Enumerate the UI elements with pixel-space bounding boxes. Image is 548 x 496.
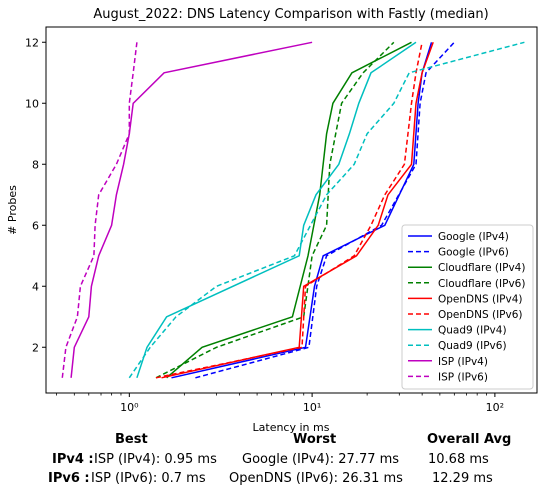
legend-box: [401, 224, 534, 390]
x-tick-label-0: 10⁰: [120, 401, 139, 414]
series-line-1: [195, 41, 455, 379]
summary-header-avg: Overall Avg: [427, 432, 512, 447]
summary-row-ipv4-label: IPv4 :: [52, 452, 94, 467]
x-tick-label-1: 10¹: [303, 401, 321, 414]
summary-row-ipv6-label: IPv6 :: [48, 471, 90, 486]
legend-entry-2: Cloudflare (IPv4): [438, 262, 525, 274]
y-tick-label-2: 6: [32, 219, 39, 232]
legend-entry-6: Quad9 (IPv4): [438, 325, 507, 337]
series-line-9: [61, 42, 138, 378]
summary-header-best: Best: [115, 432, 148, 447]
legend-entry-3: Cloudflare (IPv6): [438, 278, 525, 290]
series-line-0: [171, 42, 433, 379]
series-line-4: [161, 42, 434, 379]
legend-entry-0: Google (IPv4): [438, 231, 509, 243]
dns-latency-chart: August_2022: DNS Latency Comparison with…: [6, 7, 538, 434]
y-tick-label-3: 8: [32, 158, 39, 171]
summary-row-ipv4-avg: 10.68 ms: [428, 452, 489, 467]
y-tick-label-5: 12: [25, 36, 39, 49]
y-tick-label-0: 2: [32, 341, 39, 354]
series-line-8: [70, 41, 313, 378]
series-line-3: [155, 41, 395, 379]
legend-entry-9: ISP (IPv6): [438, 371, 488, 383]
legend-entry-7: Quad9 (IPv6): [438, 340, 507, 352]
summary-row-ipv4-worst: Google (IPv4): 27.77 ms: [242, 452, 400, 467]
summary-row-ipv6-avg: 12.29 ms: [432, 471, 493, 486]
plot-frame: [45, 26, 538, 394]
legend-entry-8: ISP (IPv4): [438, 356, 488, 368]
summary-row-ipv6-worst: OpenDNS (IPv6): 26.31 ms: [229, 471, 403, 486]
summary-row-ipv4-best: ISP (IPv4): 0.95 ms: [94, 452, 217, 467]
y-tick-label-1: 4: [32, 280, 39, 293]
series-line-5: [155, 42, 423, 379]
series-line-2: [166, 41, 412, 379]
x-tick-label-2: 10²: [486, 401, 504, 414]
series-line-6: [136, 41, 417, 379]
y-axis-label: # Probes: [6, 185, 19, 235]
legend: Google (IPv4) Google (IPv6) Cloudflare (IP…: [401, 224, 534, 390]
summary-header-worst: Worst: [293, 432, 337, 447]
legend-entry-4: OpenDNS (IPv4): [438, 293, 523, 305]
x-axis-label: Latency in ms: [253, 421, 330, 434]
series-line-7: [128, 41, 525, 379]
summary-row-ipv6-best: ISP (IPv6): 0.7 ms: [91, 471, 206, 486]
legend-entry-1: Google (IPv6): [438, 247, 509, 259]
y-tick-label-4: 10: [25, 97, 39, 110]
chart-title: August_2022: DNS Latency Comparison with…: [93, 7, 488, 22]
legend-entry-5: OpenDNS (IPv6): [438, 309, 523, 321]
